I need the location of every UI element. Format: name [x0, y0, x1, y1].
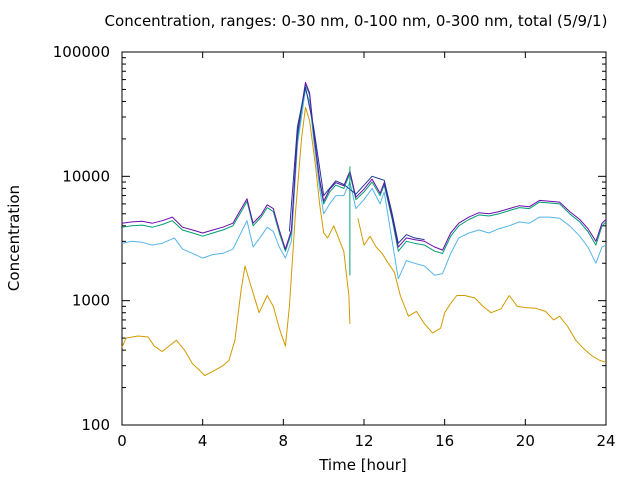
y-tick-label: 10000: [62, 167, 110, 185]
y-tick-label: 100000: [53, 43, 110, 61]
series-line-2: [121, 88, 607, 280]
x-tick-label: 20: [516, 432, 535, 450]
x-tick-label: 12: [354, 432, 373, 450]
series-line-4: [121, 81, 607, 251]
y-tick-label: 100: [81, 416, 110, 434]
x-tick-label: 4: [198, 432, 208, 450]
x-tick-label: 0: [117, 432, 127, 450]
series-line-5: [288, 86, 425, 244]
x-tick-label: 24: [596, 432, 615, 450]
chart-title: Concentration, ranges: 0-30 nm, 0-100 nm…: [104, 12, 608, 30]
x-tick-label: 16: [435, 432, 454, 450]
series-line-3: [121, 83, 607, 254]
x-tick-label: 8: [279, 432, 289, 450]
x-axis-label: Time [hour]: [319, 456, 407, 474]
series-line-1: [357, 218, 607, 363]
y-tick-label: 1000: [72, 292, 110, 310]
plot-frame: [121, 51, 607, 426]
series-line-0: [121, 106, 351, 376]
